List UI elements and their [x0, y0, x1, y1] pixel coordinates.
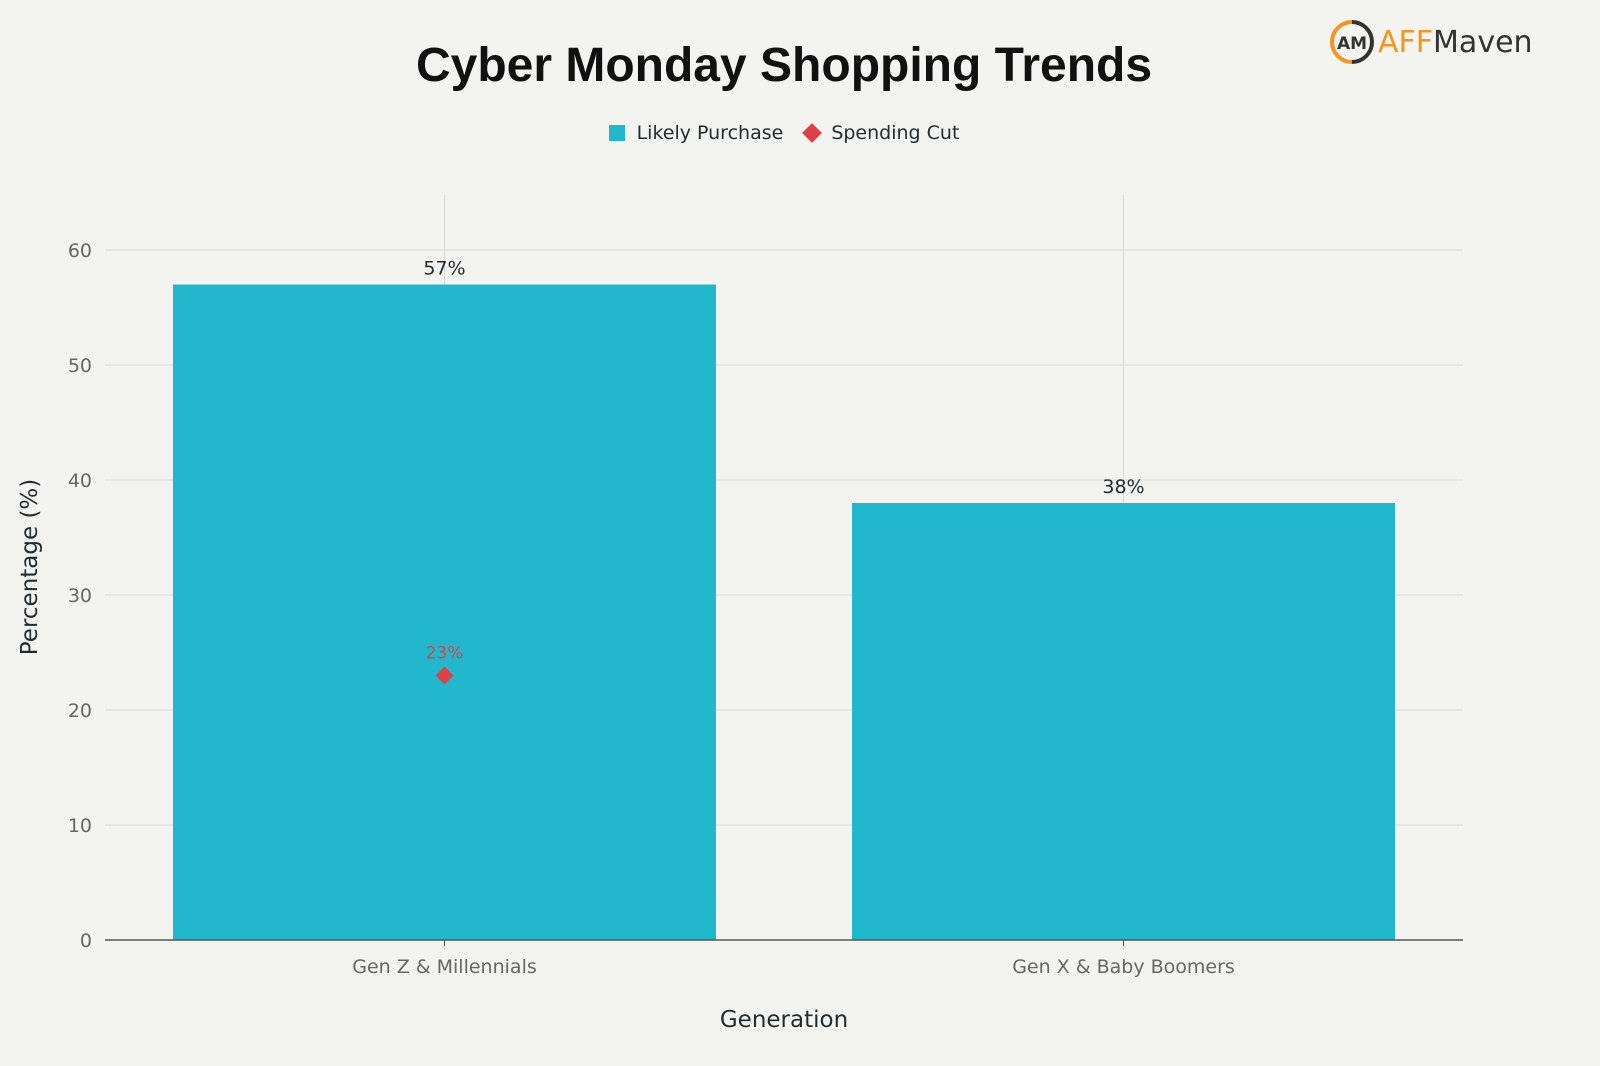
legend-item-spending-cut[interactable]: Spending Cut	[802, 122, 960, 144]
bar	[852, 503, 1395, 940]
logo-mark-icon: AM	[1330, 20, 1374, 64]
scatter-data-label: 23%	[426, 644, 464, 664]
bar-data-label: 57%	[423, 258, 465, 280]
x-tick-label: Gen X & Baby Boomers	[1012, 956, 1235, 978]
legend-label: Likely Purchase	[636, 122, 784, 144]
bar	[173, 284, 716, 940]
y-tick-label: 0	[80, 930, 92, 952]
y-tick-label: 50	[68, 355, 92, 377]
y-axis-title: Percentage (%)	[17, 479, 43, 656]
chart-title: Cyber Monday Shopping Trends	[415, 39, 1153, 92]
svg-text:AM: AM	[1337, 34, 1367, 54]
legend-square-icon	[608, 125, 625, 141]
y-tick-label: 10	[68, 815, 92, 837]
logo-text: Maven	[1433, 24, 1533, 60]
y-tick-label: 40	[68, 470, 92, 492]
logo-text: AFF	[1378, 24, 1434, 60]
affmaven-logo: AM AFF Maven	[1330, 20, 1533, 64]
y-tick-label: 20	[68, 700, 92, 722]
y-tick-label: 30	[68, 585, 92, 607]
x-tick-label: Gen Z & Millennials	[352, 956, 537, 978]
bar-data-label: 38%	[1102, 476, 1144, 498]
y-tick-label: 60	[68, 240, 92, 262]
legend: Likely Purchase Spending Cut	[0, 122, 1568, 144]
legend-label: Spending Cut	[831, 122, 960, 144]
x-axis-title: Generation	[720, 1007, 848, 1033]
legend-item-likely-purchase[interactable]: Likely Purchase	[608, 122, 784, 144]
scatter-point-diamond	[435, 666, 454, 685]
